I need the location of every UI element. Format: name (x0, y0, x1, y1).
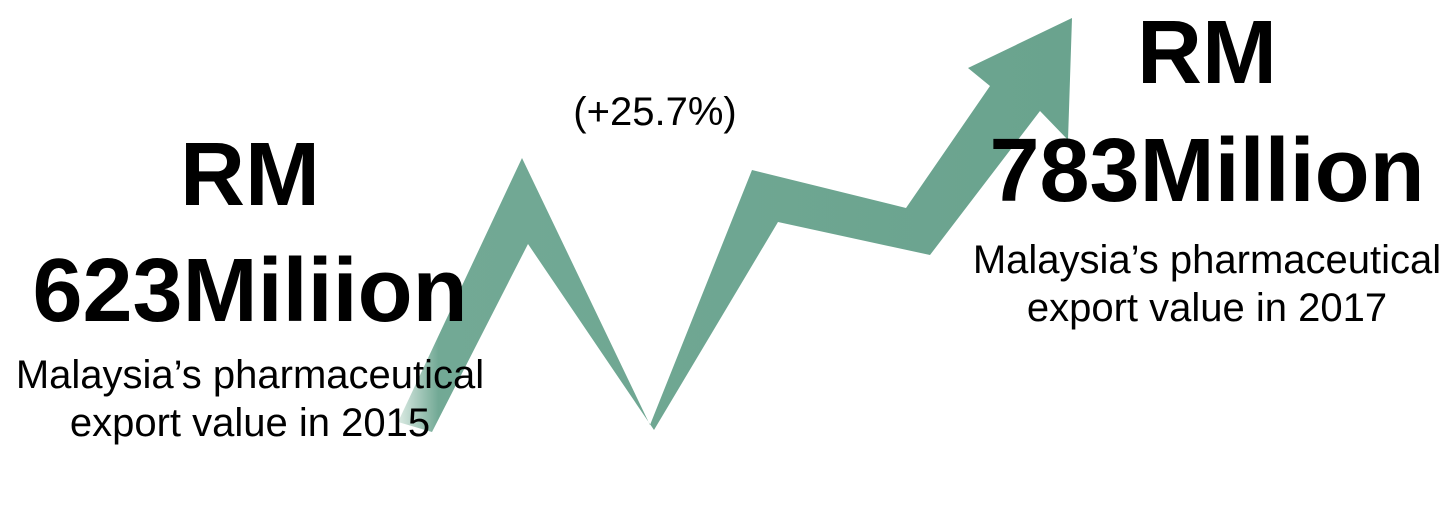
export-description: Malaysia’s pharmaceutical export value i… (15, 353, 485, 445)
export-value-2017: RM 783Million Malaysia’s pharmaceutical … (960, 8, 1454, 332)
export-amount: 623Miliion (32, 241, 468, 341)
currency-label: RM (1137, 3, 1277, 103)
arrow-main (398, 18, 1072, 432)
export-amount: 783Million (989, 121, 1425, 221)
percent-change-label: (+25.7%) (573, 90, 737, 134)
export-value-2015: RM 623Miliion Malaysia’s pharmaceutical … (0, 130, 500, 447)
export-description: Malaysia’s pharmaceutical export value i… (972, 238, 1442, 330)
currency-label: RM (180, 125, 320, 225)
